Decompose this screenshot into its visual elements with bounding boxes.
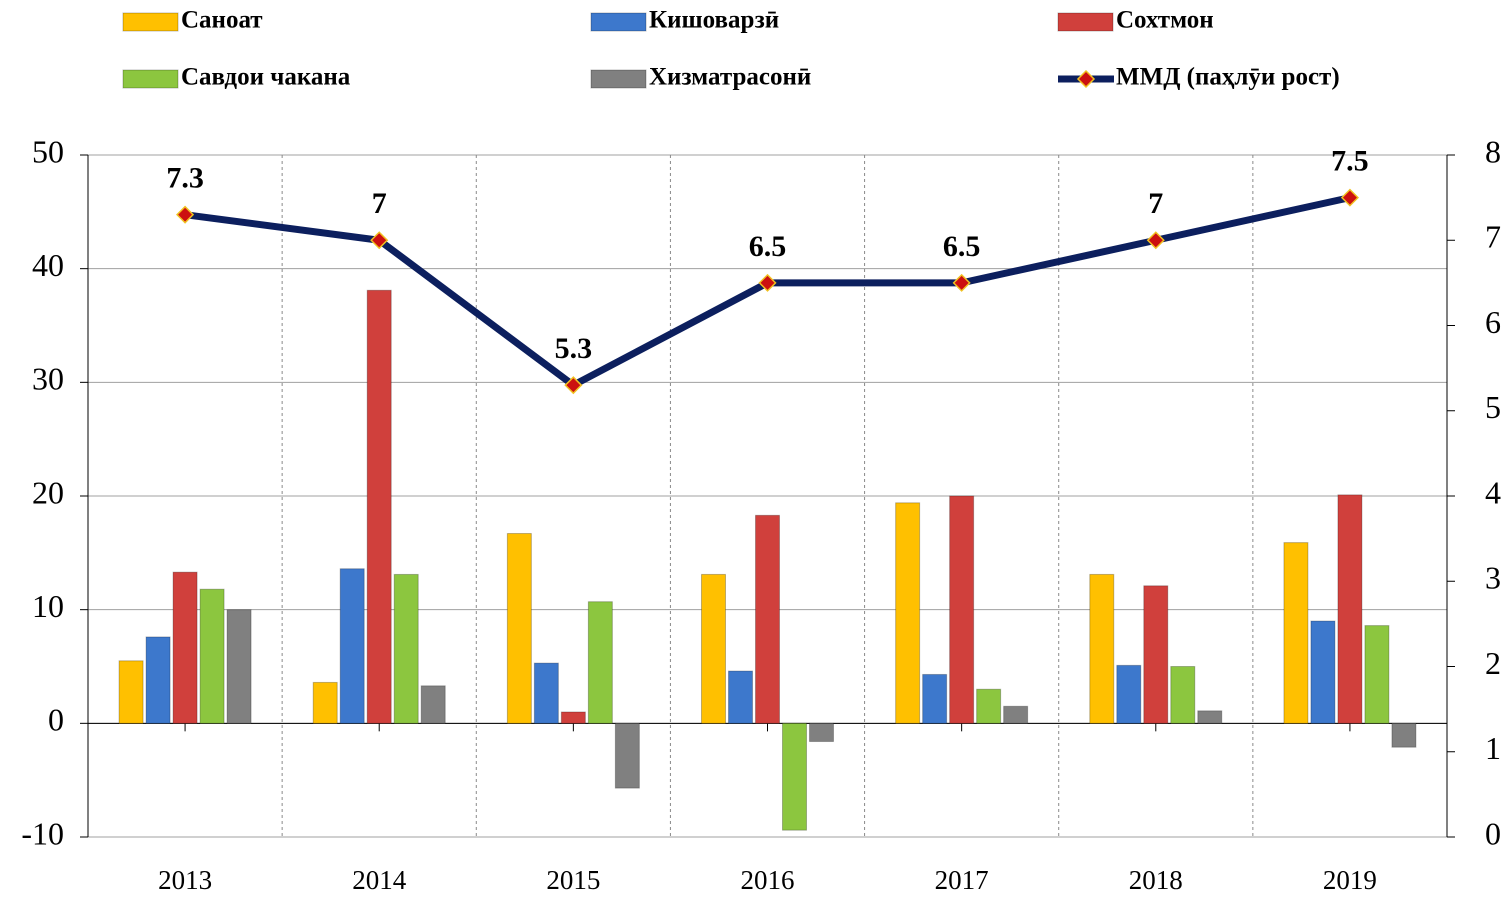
legend-label: Кишоварзӣ (649, 7, 779, 34)
bar (199, 588, 225, 724)
y-tick-label: 0 (48, 702, 64, 738)
bar (728, 670, 753, 724)
marker (1146, 231, 1165, 250)
data-label: 5.3 (555, 332, 593, 365)
y2-tick-label: 8 (1485, 133, 1501, 169)
bar (1391, 722, 1417, 748)
marker (1340, 188, 1359, 207)
marker (176, 205, 195, 224)
bar (976, 688, 1002, 724)
bar (1089, 573, 1115, 724)
marker (564, 376, 583, 395)
y-tick-label: -10 (21, 815, 64, 851)
bar (949, 495, 975, 724)
x-tick-label: 2015 (546, 865, 600, 895)
legend-swatch (590, 12, 647, 32)
bar (226, 609, 252, 724)
data-label: 7.3 (166, 162, 204, 195)
y-tick-label: 20 (32, 474, 64, 510)
bar (1116, 664, 1142, 724)
y-tick-label: 50 (32, 133, 64, 169)
y2-tick-label: 1 (1485, 730, 1501, 766)
marker (952, 273, 971, 292)
bar (312, 681, 338, 724)
bar (533, 662, 559, 724)
x-tick-label: 2014 (352, 865, 407, 895)
legend-label: Саноат (181, 7, 263, 34)
y2-tick-label: 6 (1485, 304, 1501, 340)
bar (172, 571, 198, 724)
legend-label: Сохтмон (1116, 7, 1214, 34)
bar (1143, 585, 1169, 724)
bar (1197, 710, 1223, 724)
bar (587, 601, 613, 724)
marker (370, 231, 389, 250)
legend-marker (1076, 69, 1096, 89)
bar (560, 711, 586, 724)
bar (1337, 494, 1363, 724)
x-tick-label: 2017 (935, 865, 989, 895)
bar (1170, 666, 1196, 724)
marker (758, 273, 777, 292)
legend-label: Савдои чакана (181, 64, 351, 91)
x-tick-label: 2018 (1129, 865, 1183, 895)
x-tick-label: 2013 (158, 865, 212, 895)
bar (922, 673, 948, 724)
y-tick-label: 30 (32, 361, 64, 397)
bar (420, 685, 446, 724)
bar (1364, 625, 1390, 724)
legend-label: ММД (паҳлӯи рост) (1116, 64, 1340, 91)
bar (614, 722, 640, 789)
bar (895, 502, 921, 724)
x-tick-label: 2016 (741, 865, 795, 895)
data-label: 7.5 (1331, 145, 1369, 178)
y2-tick-label: 5 (1485, 389, 1501, 425)
bar (506, 533, 532, 724)
legend-swatch (122, 69, 179, 89)
bar (366, 289, 392, 724)
bar (339, 568, 365, 724)
y2-tick-label: 2 (1485, 645, 1501, 681)
bar (1310, 620, 1336, 724)
bar (1003, 705, 1029, 724)
x-tick-label: 2019 (1323, 865, 1377, 895)
legend-swatch (1057, 12, 1114, 32)
bar (701, 573, 726, 724)
y2-tick-label: 3 (1485, 560, 1501, 596)
data-label: 6.5 (749, 230, 787, 263)
y2-tick-label: 4 (1485, 474, 1501, 510)
bar (145, 636, 171, 724)
bar (118, 660, 144, 724)
y2-tick-label: 0 (1485, 815, 1501, 851)
data-label: 7 (372, 187, 387, 220)
bar (782, 722, 807, 831)
data-label: 7 (1148, 187, 1163, 220)
data-label: 6.5 (943, 230, 981, 263)
y-tick-label: 10 (32, 588, 64, 624)
y-tick-label: 40 (32, 247, 64, 283)
bar (393, 573, 419, 724)
bar (755, 514, 780, 724)
bar (809, 722, 834, 743)
legend-swatch (122, 12, 179, 32)
legend-label: Хизматрасонӣ (649, 64, 811, 91)
legend-swatch (590, 69, 647, 89)
y2-tick-label: 7 (1485, 219, 1501, 255)
bar (1283, 542, 1309, 724)
